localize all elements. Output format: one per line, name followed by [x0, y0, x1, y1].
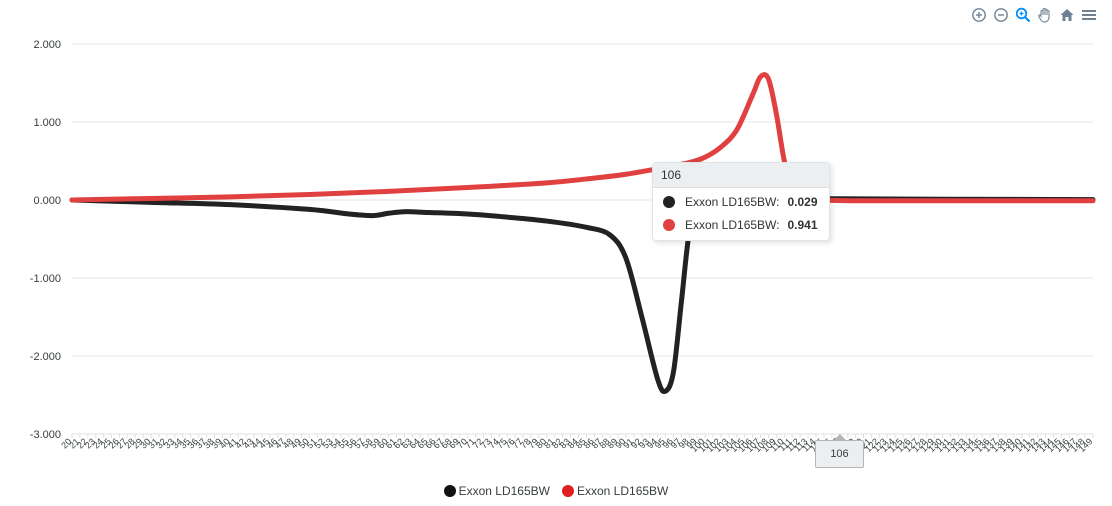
tooltip-marker-series-2 [663, 219, 675, 231]
tooltip-value: 0.029 [787, 195, 818, 209]
series-tooltip: 106 Exxon LD165BW: 0.029 Exxon LD165BW: … [652, 162, 830, 241]
x-axis-tooltip: 106 [815, 434, 864, 468]
zoom-out-icon[interactable] [992, 6, 1010, 24]
zoom-in-icon[interactable] [970, 6, 988, 24]
y-tick-label: 2.000 [33, 39, 61, 51]
y-tick-label: 1.000 [33, 117, 61, 129]
legend-marker [562, 485, 574, 497]
pan-hand-icon[interactable] [1036, 6, 1054, 24]
tooltip-marker-series-1 [663, 196, 675, 208]
tooltip-row: Exxon LD165BW: 0.941 [653, 211, 829, 240]
x-axis: 2021222324252627282930313233343536373839… [59, 433, 1094, 454]
legend-item-series-1[interactable]: Exxon LD165BW [443, 484, 550, 498]
y-tick-label: -1.000 [30, 273, 61, 285]
home-reset-icon[interactable] [1058, 6, 1076, 24]
tooltip-value: 0.941 [787, 218, 818, 232]
y-tick-label: -2.000 [30, 351, 61, 363]
series-line-1[interactable] [69, 195, 1096, 395]
chart-legend: Exxon LD165BW Exxon LD165BW [0, 484, 1112, 498]
series-line-2[interactable] [69, 72, 1096, 204]
chart-toolbar [970, 6, 1098, 24]
y-axis: 2.000 1.000 0.000 -1.000 -2.000 -3.000 [30, 39, 61, 441]
tooltip-label: Exxon LD165BW: [685, 195, 780, 209]
grid-lines [72, 43, 1093, 435]
legend-label: Exxon LD165BW [577, 484, 669, 498]
menu-icon[interactable] [1080, 6, 1098, 24]
legend-item-series-2[interactable]: Exxon LD165BW [562, 484, 668, 498]
tooltip-label: Exxon LD165BW: [685, 218, 780, 232]
legend-marker [443, 485, 456, 497]
y-tick-label: -3.000 [30, 429, 61, 441]
legend-label: Exxon LD165BW [458, 484, 550, 498]
tooltip-row: Exxon LD165BW: 0.029 [653, 188, 829, 211]
selection-zoom-icon[interactable] [1014, 6, 1032, 24]
y-tick-label: 0.000 [33, 195, 61, 207]
tooltip-title: 106 [653, 163, 829, 188]
